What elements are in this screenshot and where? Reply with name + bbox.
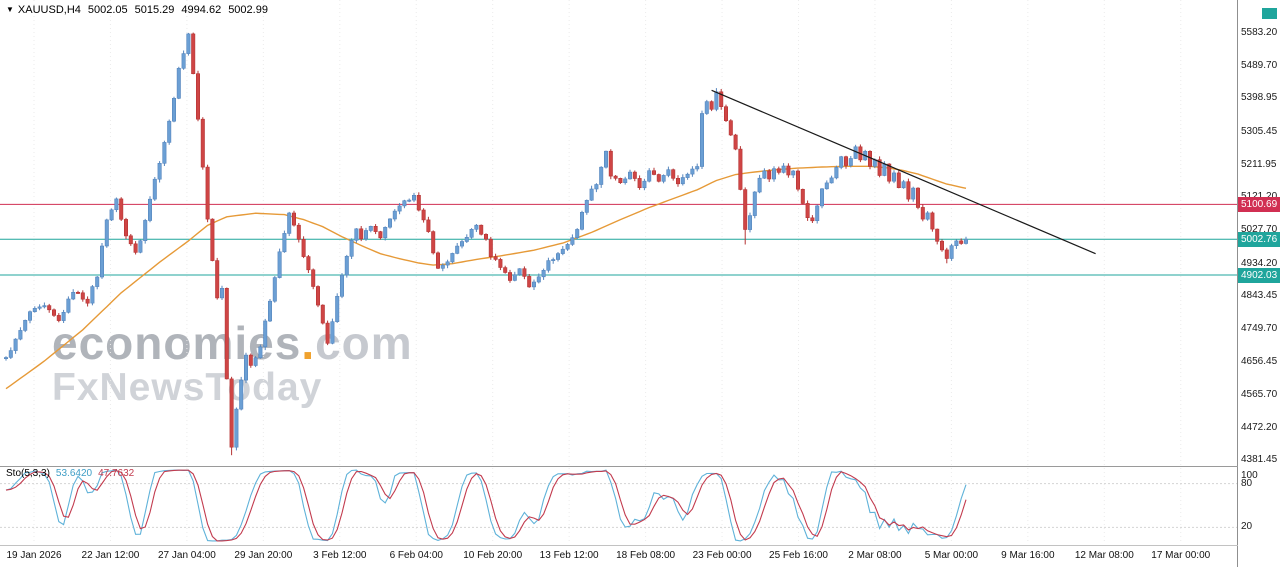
indicator-k-value: 53.6420 [55, 468, 93, 479]
price-badge-current[interactable]: 5002.76 [1238, 232, 1280, 247]
price-axis-label: 4472.20 [1241, 422, 1278, 433]
indicator-axis-label: 100 [1241, 470, 1258, 481]
time-axis-label: 3 Feb 12:00 [313, 550, 367, 561]
indicator-axis-label: 20 [1241, 521, 1253, 532]
time-axis-label: 23 Feb 00:00 [692, 550, 752, 561]
time-axis-label: 6 Feb 04:00 [389, 550, 443, 561]
time-axis[interactable]: 19 Jan 2026 22 Jan 12:00 27 Jan 04:00 29 Ja… [0, 545, 1237, 567]
time-axis-label: 2 Mar 08:00 [848, 550, 902, 561]
indicator-panel-separator[interactable] [0, 466, 1280, 467]
watermark-dot: . [301, 317, 316, 369]
time-axis-label: 5 Mar 00:00 [924, 550, 979, 561]
price-axis-label: 4843.45 [1241, 290, 1278, 301]
price-axis-label: 5211.95 [1241, 159, 1277, 170]
price-axis-label: 4934.20 [1241, 258, 1278, 269]
axis-corner-marker [1262, 8, 1277, 19]
price-badge-resistance[interactable]: 5100.69 [1238, 197, 1280, 212]
price-axis-label: 5121.20 [1241, 191, 1277, 202]
time-axis-label: 12 Mar 08:00 [1074, 550, 1134, 561]
time-axis-label: 29 Jan 20:00 [234, 550, 293, 561]
chart-canvas[interactable] [0, 0, 1237, 567]
indicator-name: Sto(5,3,3) [6, 468, 50, 479]
indicator-axis-label: 80 [1241, 478, 1253, 489]
price-axis-label: 4565.70 [1241, 389, 1278, 400]
time-axis-label: 25 Feb 16:00 [769, 550, 828, 561]
time-axis-label: 27 Jan 04:00 [157, 550, 216, 561]
symbol-period-label: XAUUSD,H4 [17, 4, 81, 16]
time-axis-label: 9 Mar 16:00 [1001, 550, 1055, 561]
indicator-label: Sto(5,3,3) 53.6420 47.7632 [6, 468, 134, 479]
time-axis-label: 22 Jan 12:00 [81, 550, 140, 561]
price-axis-label: 4749.70 [1241, 323, 1278, 334]
close-value: 5002.99 [228, 4, 268, 16]
time-axis-label: 13 Feb 12:00 [539, 550, 599, 561]
price-badge-support[interactable]: 4902.03 [1238, 268, 1280, 283]
price-axis-label: 4656.45 [1241, 356, 1278, 367]
price-axis-label: 5583.20 [1241, 27, 1278, 38]
price-axis-label: 5489.70 [1241, 60, 1278, 71]
symbol-dropdown-icon[interactable]: ▼ [6, 5, 14, 14]
high-value: 5015.29 [134, 4, 175, 16]
time-axis-label: 18 Feb 08:00 [616, 550, 676, 561]
watermark-brand: economies [52, 317, 302, 369]
price-axis[interactable]: 5100.69 5002.76 4902.03 5583.20 5489.70 53… [1238, 0, 1280, 567]
time-axis-separator [0, 545, 1280, 546]
time-axis-label: 17 Mar 00:00 [1151, 550, 1211, 561]
price-axis-label: 5027.70 [1241, 224, 1278, 235]
low-value: 4994.62 [181, 4, 222, 16]
current-price: 5002.76 [1241, 234, 1278, 245]
price-axis-label: 5305.45 [1241, 126, 1278, 137]
indicator-d-value: 47.7632 [98, 468, 135, 479]
resistance-price: 5100.69 [1241, 199, 1278, 210]
price-axis-label: 4381.45 [1241, 454, 1278, 465]
price-axis-separator [1237, 0, 1238, 567]
price-axis-label: 5398.95 [1241, 92, 1278, 103]
time-axis-label: 19 Jan 2026 [6, 550, 62, 561]
support-price: 4902.03 [1241, 270, 1278, 281]
chart-ohlc-header: ▼ XAUUSD,H4 5002.05 5015.29 4994.62 5002.99 [6, 4, 268, 16]
open-value: 5002.05 [87, 4, 128, 16]
time-axis-label: 10 Feb 20:00 [463, 550, 523, 561]
